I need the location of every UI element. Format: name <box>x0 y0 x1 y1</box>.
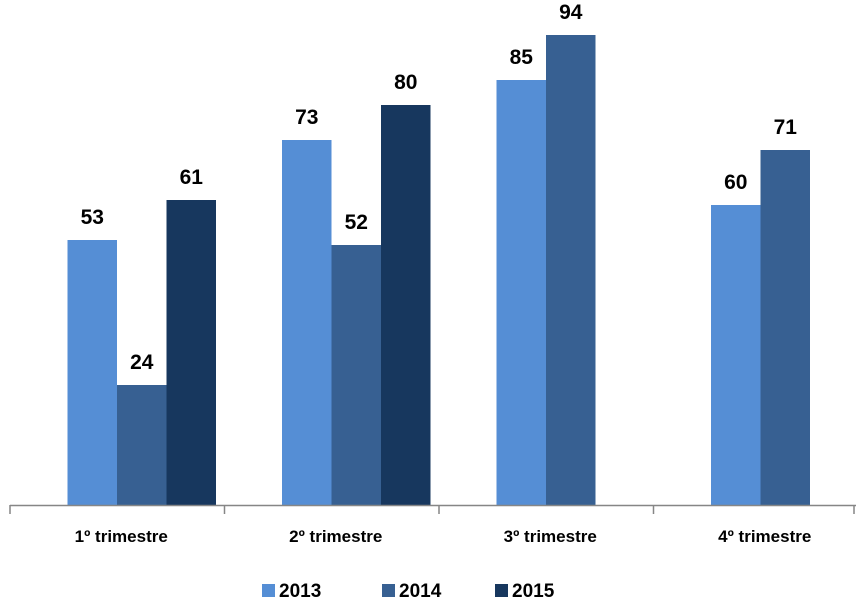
category-label-2: 2º trimestre <box>289 527 382 546</box>
data-labels-group: 53 24 61 73 52 80 85 94 60 71 <box>81 1 798 374</box>
legend: 2013 2014 2015 <box>262 581 555 602</box>
bar-2013-1 <box>67 240 117 505</box>
legend-swatch-2013 <box>262 584 275 597</box>
legend-swatch-2015 <box>495 584 508 597</box>
x-axis: 1º trimestre 2º trimestre 3º trimestre 4º t… <box>9 504 856 546</box>
bar-2014-2 <box>331 245 381 505</box>
bar-2015-1 <box>166 200 216 505</box>
data-label-2015-2: 80 <box>394 71 417 94</box>
data-label-2014-2: 52 <box>345 211 368 234</box>
legend-swatch-2014 <box>382 584 395 597</box>
category-label-4: 4º trimestre <box>718 527 811 546</box>
bar-2014-4 <box>760 150 810 505</box>
legend-label-2013: 2013 <box>279 581 321 602</box>
category-label-3: 3º trimestre <box>504 527 597 546</box>
legend-label-2015: 2015 <box>512 581 555 602</box>
data-label-2013-3: 85 <box>510 46 534 69</box>
bars-group <box>67 35 810 505</box>
data-label-2014-1: 24 <box>130 351 154 374</box>
data-label-2014-4: 71 <box>774 116 798 139</box>
bar-2013-3 <box>496 80 546 505</box>
bar-2013-2 <box>282 140 332 505</box>
category-label-1: 1º trimestre <box>75 527 168 546</box>
bar-2014-1 <box>117 385 167 505</box>
bar-2013-4 <box>711 205 761 505</box>
bar-2014-3 <box>546 35 596 505</box>
legend-item-2015: 2015 <box>495 581 555 602</box>
data-label-2013-2: 73 <box>295 106 318 129</box>
data-label-2014-3: 94 <box>559 1 583 24</box>
data-label-2015-1: 61 <box>180 166 204 189</box>
bar-2015-2 <box>381 105 431 505</box>
data-label-2013-1: 53 <box>81 206 104 229</box>
legend-item-2013: 2013 <box>262 581 321 602</box>
legend-item-2014: 2014 <box>382 581 442 602</box>
data-label-2013-4: 60 <box>724 171 747 194</box>
legend-label-2014: 2014 <box>399 581 442 602</box>
